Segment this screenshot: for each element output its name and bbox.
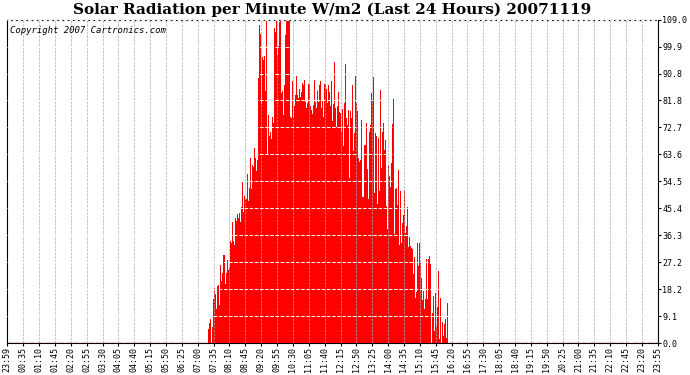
Title: Solar Radiation per Minute W/m2 (Last 24 Hours) 20071119: Solar Radiation per Minute W/m2 (Last 24… [73, 3, 592, 17]
Text: Copyright 2007 Cartronics.com: Copyright 2007 Cartronics.com [10, 26, 166, 35]
